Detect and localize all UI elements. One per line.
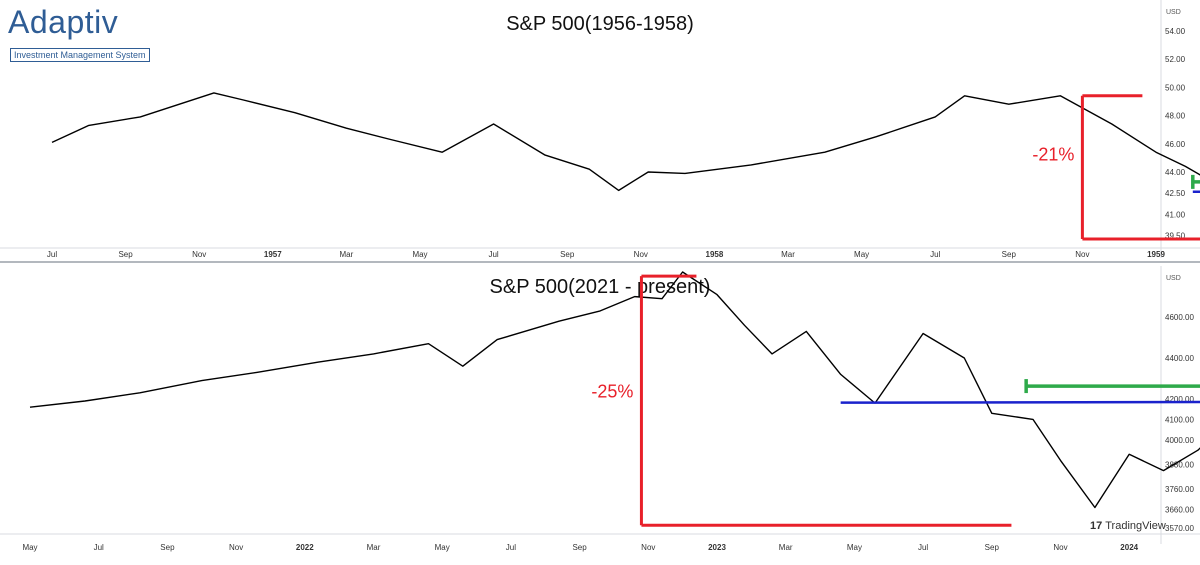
tradingview-watermark: 17 TradingView bbox=[1090, 520, 1166, 532]
series-line bbox=[29, 271, 1200, 509]
x-tick-label: Nov bbox=[1075, 250, 1089, 259]
brand-tagline: Investment Management System bbox=[10, 48, 150, 62]
drawdown-label: -25% bbox=[591, 382, 633, 402]
currency-label: USD bbox=[1166, 275, 1181, 282]
y-tick-label: 3660.00 bbox=[1165, 506, 1194, 515]
x-tick-label: Mar bbox=[779, 543, 793, 552]
x-tick-label: Mar bbox=[781, 250, 795, 259]
currency-label: USD bbox=[1166, 9, 1181, 16]
y-tick-label: 4400.00 bbox=[1165, 354, 1194, 363]
x-tick-label: Nov bbox=[634, 250, 648, 259]
drawdown-label: -21% bbox=[1032, 144, 1074, 164]
y-tick-label: 48.00 bbox=[1165, 112, 1186, 121]
brand-name: Adaptiv bbox=[8, 4, 119, 40]
x-tick-label: Nov bbox=[1053, 543, 1067, 552]
x-tick-label: Sep bbox=[572, 543, 587, 552]
x-tick-label: May bbox=[412, 250, 427, 259]
brand-logo: Adaptiv Investment Management System bbox=[8, 4, 150, 64]
y-tick-label: 4600.00 bbox=[1165, 313, 1194, 322]
x-tick-label: Nov bbox=[641, 543, 655, 552]
y-tick-label: 4200.00 bbox=[1165, 395, 1194, 404]
series-line bbox=[51, 92, 1200, 192]
x-tick-label: Jul bbox=[47, 250, 57, 259]
x-tick-label: Jul bbox=[94, 543, 104, 552]
x-tick-label: Jul bbox=[930, 250, 940, 259]
y-tick-label: 3760.00 bbox=[1165, 485, 1194, 494]
y-tick-label: 4100.00 bbox=[1165, 415, 1194, 424]
x-tick-label: May bbox=[435, 543, 450, 552]
y-tick-label: 39.50 bbox=[1165, 232, 1186, 241]
y-tick-label: 3570.00 bbox=[1165, 524, 1194, 533]
chart-title: S&P 500(2021 - present) bbox=[490, 276, 711, 298]
x-tick-label: Mar bbox=[340, 250, 354, 259]
x-tick-label: Sep bbox=[118, 250, 133, 259]
y-tick-label: 52.00 bbox=[1165, 55, 1186, 64]
resistance-line bbox=[1192, 190, 1200, 194]
x-tick-label: 2022 bbox=[296, 543, 314, 552]
x-tick-label: Nov bbox=[192, 250, 206, 259]
y-tick-label: 41.00 bbox=[1165, 210, 1186, 219]
x-tick-label: May bbox=[22, 543, 37, 552]
x-tick-label: May bbox=[854, 250, 869, 259]
x-tick-label: 2023 bbox=[708, 543, 726, 552]
y-tick-label: 42.50 bbox=[1165, 189, 1186, 198]
x-tick-label: Jul bbox=[488, 250, 498, 259]
y-tick-label: 54.00 bbox=[1165, 27, 1186, 36]
chart-title: S&P 500(1956-1958) bbox=[506, 13, 694, 35]
y-tick-label: 3880.00 bbox=[1165, 460, 1194, 469]
x-tick-label: Jul bbox=[918, 543, 928, 552]
x-tick-label: Sep bbox=[160, 543, 175, 552]
x-tick-label: Mar bbox=[367, 543, 381, 552]
x-tick-label: 1957 bbox=[264, 250, 282, 259]
x-tick-label: Jul bbox=[506, 543, 516, 552]
y-tick-label: 4000.00 bbox=[1165, 436, 1194, 445]
resistance-line bbox=[840, 400, 1200, 404]
x-tick-label: 1959 bbox=[1147, 250, 1165, 259]
x-tick-label: 2024 bbox=[1120, 543, 1138, 552]
x-tick-label: 1958 bbox=[706, 250, 724, 259]
tradingview-label: TradingView bbox=[1105, 520, 1166, 532]
x-tick-label: May bbox=[847, 543, 862, 552]
tradingview-icon: 17 bbox=[1090, 520, 1103, 532]
y-tick-label: 46.00 bbox=[1165, 140, 1186, 149]
x-tick-label: Sep bbox=[1002, 250, 1017, 259]
y-tick-label: 50.00 bbox=[1165, 83, 1186, 92]
x-tick-label: Nov bbox=[229, 543, 243, 552]
x-tick-label: Sep bbox=[985, 543, 1000, 552]
x-tick-label: Sep bbox=[560, 250, 575, 259]
y-tick-label: 44.00 bbox=[1165, 168, 1186, 177]
